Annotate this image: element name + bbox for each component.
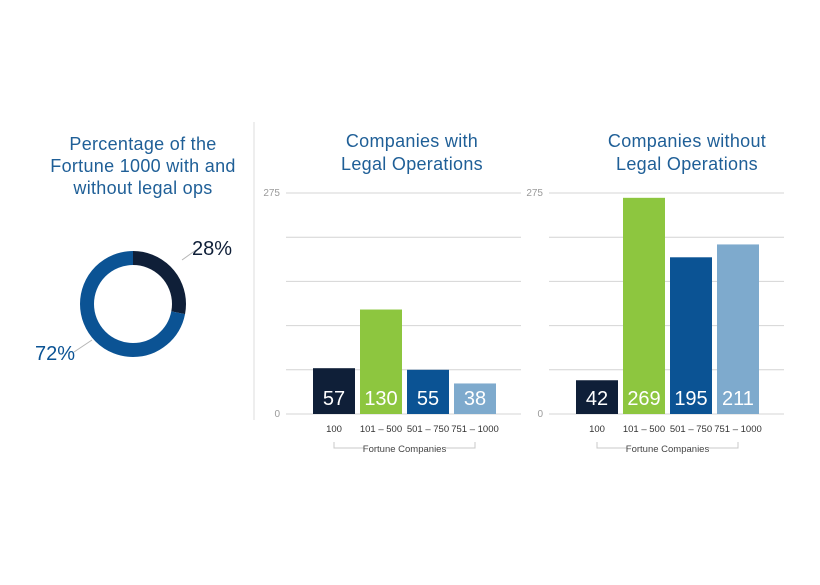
- bar-value-label: 211: [722, 388, 754, 410]
- bar-value-label: 55: [417, 388, 439, 410]
- donut-slice: [80, 251, 186, 357]
- bar-value-label: 195: [674, 388, 707, 410]
- x-tick-label: 100: [326, 424, 342, 435]
- bar-value-label: 269: [627, 388, 660, 410]
- x-axis-bracket-right: [445, 442, 476, 449]
- bar-value-label: 130: [364, 388, 397, 410]
- x-tick-label: 101 – 500: [360, 424, 402, 435]
- x-tick-label: 501 – 750: [670, 424, 712, 435]
- x-axis-bracket-left: [596, 442, 627, 449]
- bar: [623, 197, 665, 414]
- donut-title-line-3: without legal ops: [72, 178, 212, 198]
- y-tick-label: 275: [526, 188, 543, 199]
- bar: [360, 309, 402, 414]
- x-tick-label: 751 – 1000: [451, 424, 499, 435]
- donut-leader-line: [181, 249, 197, 261]
- bar-panel-with-legal-ops: Companies with Legal Operations 0 275 57 10…: [263, 131, 521, 455]
- bar: [670, 257, 712, 414]
- bar: [717, 244, 759, 414]
- bar-chart-without-legal-ops: 0 275 42 100 269 101 – 500 195 501 – 750 211 751 …: [526, 188, 784, 455]
- bar-chart-1-title-line-1: Companies with: [346, 131, 478, 151]
- donut-chart: 28% 72%: [35, 238, 232, 365]
- x-tick-label: 100: [589, 424, 605, 435]
- x-axis-label: Fortune Companies: [626, 444, 710, 455]
- bar-chart-1-title-line-2: Legal Operations: [341, 154, 483, 174]
- bar-chart-2-title-line-2: Legal Operations: [616, 154, 758, 174]
- y-tick-label: 0: [537, 409, 543, 420]
- bar-chart-with-legal-ops: 0 275 57 100 130 101 – 500 55 501 – 750 38 751 – …: [263, 188, 521, 455]
- bar-value-label: 42: [586, 388, 608, 410]
- bar-chart-2-title-line-1: Companies without: [608, 131, 766, 151]
- y-tick-label: 275: [263, 188, 280, 199]
- x-tick-label: 751 – 1000: [714, 424, 762, 435]
- donut-leader-line: [73, 339, 93, 353]
- bar: [313, 368, 355, 414]
- x-axis-bracket-right: [708, 442, 739, 449]
- bar-value-label: 57: [323, 388, 345, 410]
- bar: [407, 369, 449, 414]
- bar: [454, 383, 496, 414]
- bar-value-label: 38: [464, 388, 486, 410]
- x-axis-label: Fortune Companies: [363, 444, 447, 455]
- donut-slice-label: 72%: [35, 343, 75, 365]
- donut-title-line-2: Fortune 1000 with and: [50, 156, 235, 176]
- y-tick-label: 0: [274, 409, 280, 420]
- x-tick-label: 501 – 750: [407, 424, 449, 435]
- donut-slice-label: 28%: [192, 238, 232, 260]
- donut-title-line-1: Percentage of the: [69, 134, 216, 154]
- bar: [576, 380, 618, 414]
- bar-panel-without-legal-ops: Companies without Legal Operations 0 275 4…: [526, 131, 784, 455]
- x-tick-label: 101 – 500: [623, 424, 665, 435]
- x-axis-bracket-left: [333, 442, 364, 449]
- donut-panel: Percentage of the Fortune 1000 with and …: [35, 134, 235, 365]
